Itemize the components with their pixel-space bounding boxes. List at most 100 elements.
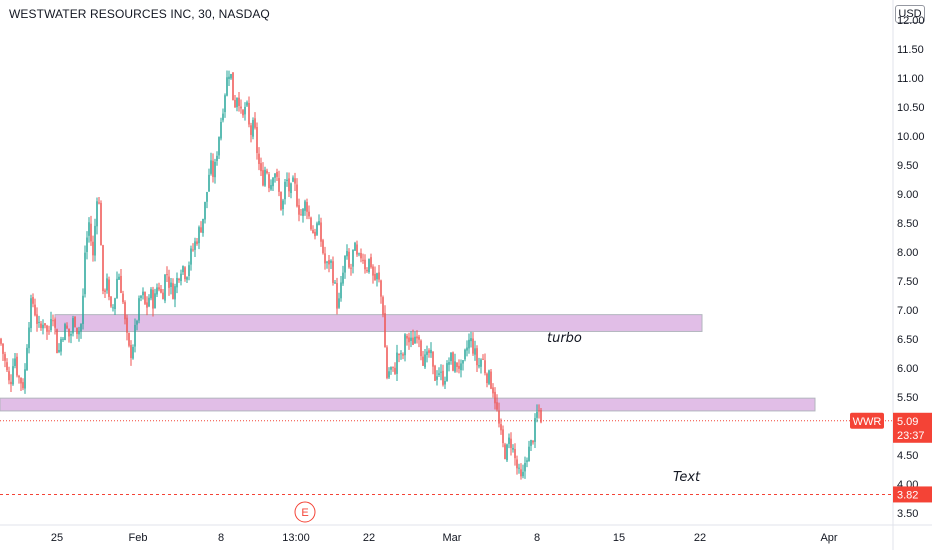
candle-body [234,99,236,108]
y-tick-label: 9.50 [897,160,918,172]
candle-body [30,298,32,329]
candle-body [140,296,142,298]
candle-body [322,240,324,254]
candle-body [246,102,248,106]
candle-body [104,290,106,292]
candle-body [426,351,428,355]
candle-body [276,172,278,177]
candle-body [316,223,318,235]
text-annotation[interactable]: Text [673,470,701,485]
candle-body [154,293,156,309]
candle-body [46,325,48,332]
candle-body [116,278,118,299]
candle-body [326,261,328,263]
candle-body [50,318,52,330]
candle-body [112,307,114,309]
candle-body [312,230,314,234]
candle-body [182,266,184,273]
candle-body [24,369,26,389]
candle-body [88,222,90,236]
candle-body [452,352,454,371]
candle-body [524,462,526,472]
candle-body [248,103,250,125]
candle-body [466,347,468,351]
candle-body [52,320,54,322]
candle-body [60,339,62,352]
candle-body [302,209,304,216]
candle-body [456,362,458,367]
candle-body [34,304,36,316]
candle-body [498,410,500,424]
candle-body [504,444,506,459]
candle-body [126,317,128,333]
candle-body [274,173,276,178]
candle-body [136,320,138,325]
candle-body [36,314,38,324]
x-tick-label: 8 [218,532,224,544]
candle-body [422,356,424,366]
candle-body [438,373,440,375]
candle-body [250,125,252,135]
candle-body [156,287,158,295]
candle-body [370,257,372,268]
candle-body [262,170,264,186]
candle-body [18,376,20,378]
candle-body [20,377,22,384]
candle-body [118,276,120,280]
currency-badge[interactable]: USD [895,5,925,23]
candle-body [210,160,212,174]
y-tick-label: 10.50 [897,102,925,114]
candle-body [196,241,198,244]
candle-body [528,446,530,462]
candle-body [224,95,226,113]
candle-body [412,337,414,345]
zone-rectangle[interactable] [0,397,816,412]
candle-body [372,266,374,276]
candle-body [242,110,244,116]
candle-body [290,183,292,194]
candle-body [200,227,202,233]
candle-body [6,362,8,371]
candle-body [168,276,170,288]
candle-body [354,242,356,251]
candle-body [266,170,268,174]
candle-body [512,447,514,450]
candle-body [134,324,136,347]
candle-body [328,260,330,265]
zone-rectangle[interactable] [54,314,703,332]
candle-body [520,469,522,477]
candle-body [376,273,378,280]
symbol-price-tag[interactable] [850,412,884,429]
candle-body [228,76,230,79]
candle-body [44,323,46,326]
candle-body [428,350,430,353]
candle-body [388,371,390,378]
candle-body [80,324,82,332]
candle-body [518,467,520,469]
candle-body [398,354,400,356]
candle-body [356,244,358,255]
candle-body [494,391,496,404]
x-tick-label: Apr [820,532,837,544]
candle-body [184,267,186,280]
candle-body [54,319,56,328]
candle-body [382,297,384,315]
candle-body [514,449,516,459]
candle-body [176,277,178,288]
candle-body [314,231,316,237]
candle-body [404,334,406,356]
candle-body [424,354,426,368]
candle-body [420,340,422,357]
candle-body [144,292,146,304]
earnings-marker-icon[interactable] [294,501,316,523]
candle-body [208,174,210,192]
candle-body [510,438,512,448]
candle-body [368,258,370,273]
candle-body [106,278,108,291]
candle-body [364,259,366,270]
candle-body [394,367,396,374]
text-annotation[interactable]: turbo [547,331,582,346]
symbol-price-tag-label: WWR [853,416,882,428]
candle-body [146,302,148,308]
